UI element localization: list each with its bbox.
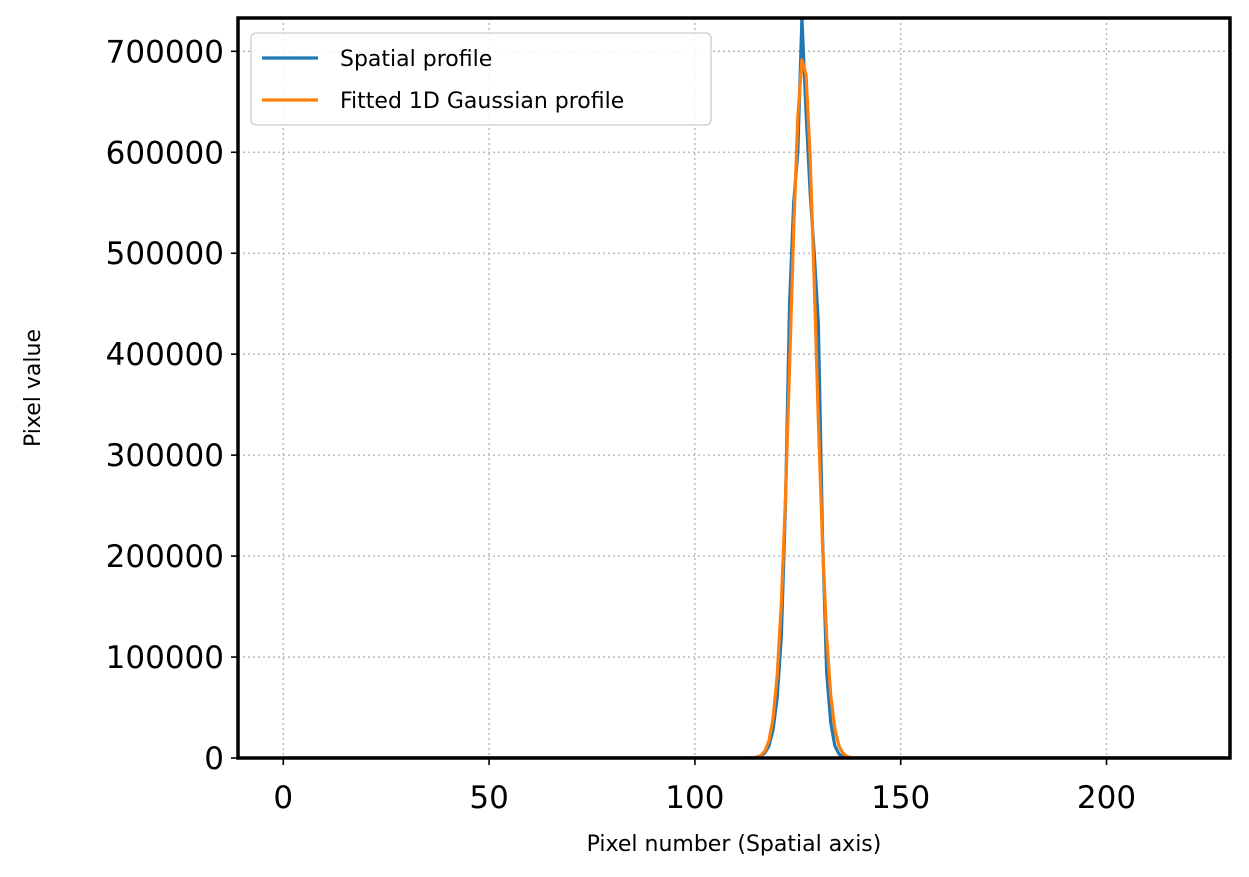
axis-ticks: 0 50 100 150 200 0 100000 200000 300000 400000 500… [106,34,1136,816]
y-tick-label: 500000 [106,236,224,272]
series-lines [283,18,1226,758]
plot-frame [236,16,1232,760]
y-tick-label: 300000 [106,438,224,474]
y-tick-label: 100000 [106,640,224,676]
x-axis-label: Pixel number (Spatial axis) [587,832,882,857]
legend-label-fitted-gaussian: Fitted 1D Gaussian profile [340,89,624,114]
legend: Spatial profile Fitted 1D Gaussian profi… [250,32,712,126]
y-tick-label: 400000 [106,337,224,373]
y-tick-label: 200000 [106,539,224,575]
series-line-1 [283,58,1226,758]
series-line-0 [283,18,1226,758]
legend-box [250,32,712,126]
x-tick-label: 150 [871,780,930,816]
x-tick-label: 50 [469,780,508,816]
y-axis-label: Pixel value [21,329,46,447]
x-tick-label: 0 [273,780,293,816]
y-tick-label: 700000 [106,34,224,70]
x-tick-label: 200 [1077,780,1136,816]
grid [238,18,1230,759]
legend-label-spatial-profile: Spatial profile [340,47,492,72]
axis-labels: Pixel number (Spatial axis) Pixel value [21,329,881,857]
y-tick-label: 0 [204,741,224,777]
y-tick-label: 600000 [106,135,224,171]
x-tick-label: 100 [665,780,724,816]
